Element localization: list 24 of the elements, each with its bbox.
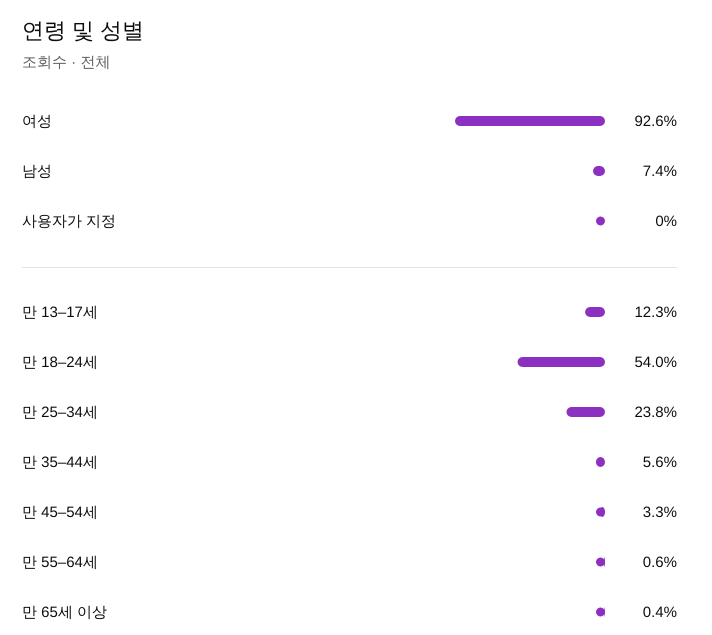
data-label: 5.6% <box>642 454 677 471</box>
y-tick-label: 만 45–54세 <box>22 504 98 521</box>
text: 연령 및 성별 <box>22 18 144 43</box>
data-label: 0.4% <box>642 604 677 621</box>
text: 조회수 · 전체 <box>22 54 110 71</box>
y-tick-label: 만 13–17세 <box>22 304 98 321</box>
y-tick-label: 만 65세 이상 <box>22 604 108 621</box>
data-label: 54.0% <box>634 354 677 371</box>
y-tick-label: 만 35–44세 <box>22 454 98 471</box>
data-label: 92.6% <box>634 113 677 130</box>
y-tick-label: 만 55–64세 <box>22 554 98 571</box>
y-tick-label: 남성 <box>22 163 52 180</box>
data-label: 23.8% <box>634 404 677 421</box>
bar <box>566 407 605 417</box>
bar <box>518 357 605 367</box>
y-tick-label: 만 18–24세 <box>22 354 98 371</box>
data-label: 3.3% <box>642 504 677 521</box>
y-tick-label: 사용자가 지정 <box>22 213 116 230</box>
data-label: 0% <box>655 213 677 230</box>
data-label: 12.3% <box>634 304 677 321</box>
data-label: 0.6% <box>642 554 677 571</box>
data-label: 7.4% <box>642 163 677 180</box>
y-tick-label: 여성 <box>22 113 52 130</box>
y-tick-label: 만 25–34세 <box>22 404 98 421</box>
